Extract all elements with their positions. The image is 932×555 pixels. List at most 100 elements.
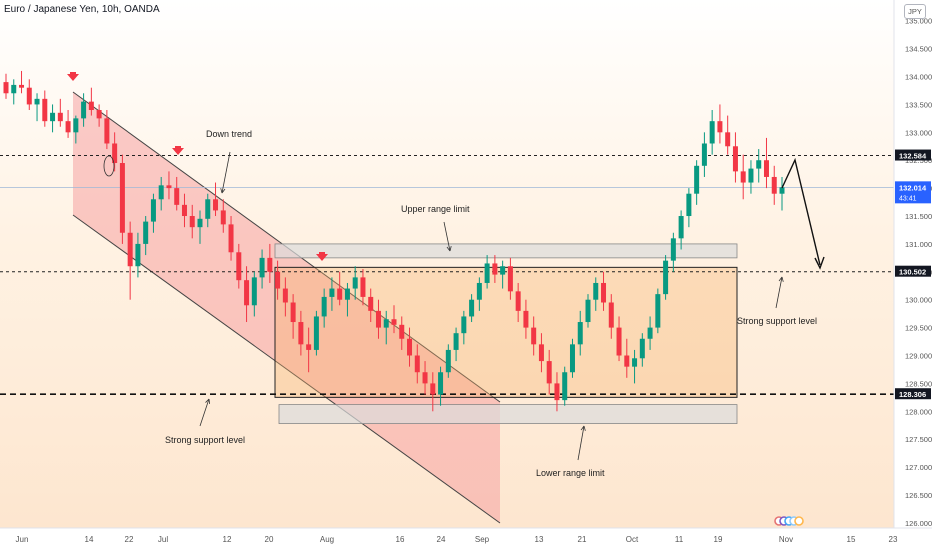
candle[interactable] bbox=[158, 176, 164, 211]
candle[interactable] bbox=[484, 255, 490, 289]
candle[interactable] bbox=[282, 277, 288, 317]
candle[interactable] bbox=[624, 338, 630, 378]
candle[interactable] bbox=[259, 249, 265, 289]
candle[interactable] bbox=[391, 305, 397, 334]
candle[interactable] bbox=[205, 193, 211, 228]
candle[interactable] bbox=[197, 210, 203, 244]
candle[interactable] bbox=[678, 210, 684, 250]
candle[interactable] bbox=[515, 282, 521, 323]
candle[interactable] bbox=[616, 316, 622, 362]
candle[interactable] bbox=[88, 87, 94, 116]
candle[interactable] bbox=[368, 288, 374, 323]
candle[interactable] bbox=[112, 132, 118, 172]
candle[interactable] bbox=[73, 115, 79, 144]
candle[interactable] bbox=[430, 372, 436, 412]
candle[interactable] bbox=[50, 104, 56, 133]
currency-badge[interactable]: JPY bbox=[904, 4, 926, 19]
candle[interactable] bbox=[632, 349, 638, 384]
candle[interactable] bbox=[779, 176, 785, 211]
candle[interactable] bbox=[96, 104, 102, 127]
candle[interactable] bbox=[748, 160, 754, 194]
candle[interactable] bbox=[601, 271, 607, 311]
candle[interactable] bbox=[445, 344, 451, 378]
candle[interactable] bbox=[399, 316, 405, 350]
candle[interactable] bbox=[655, 288, 661, 334]
candle[interactable] bbox=[740, 154, 746, 200]
candle[interactable] bbox=[3, 73, 9, 99]
candle[interactable] bbox=[166, 171, 172, 200]
candle[interactable] bbox=[321, 288, 327, 328]
candle[interactable] bbox=[492, 255, 498, 283]
candle[interactable] bbox=[127, 221, 133, 300]
candle[interactable] bbox=[453, 327, 459, 362]
candle[interactable] bbox=[771, 165, 777, 205]
candle[interactable] bbox=[476, 277, 482, 311]
candle[interactable] bbox=[763, 137, 769, 189]
candle[interactable] bbox=[251, 271, 257, 317]
candle[interactable] bbox=[531, 316, 537, 356]
candle[interactable] bbox=[756, 149, 762, 183]
candle[interactable] bbox=[360, 269, 366, 306]
event-marker-icon[interactable] bbox=[794, 516, 804, 526]
candle[interactable] bbox=[275, 260, 281, 300]
candle[interactable] bbox=[236, 243, 242, 289]
candle[interactable] bbox=[34, 93, 40, 122]
candle[interactable] bbox=[290, 294, 296, 339]
candle[interactable] bbox=[414, 344, 420, 384]
candle[interactable] bbox=[213, 182, 219, 217]
candle[interactable] bbox=[694, 160, 700, 205]
candle[interactable] bbox=[422, 361, 428, 395]
candle[interactable] bbox=[407, 327, 413, 367]
candle[interactable] bbox=[81, 93, 87, 127]
candle[interactable] bbox=[383, 310, 389, 345]
candle[interactable] bbox=[523, 299, 529, 339]
candle[interactable] bbox=[663, 255, 669, 300]
candle[interactable] bbox=[119, 154, 125, 244]
candle[interactable] bbox=[725, 115, 731, 155]
candle[interactable] bbox=[647, 316, 653, 350]
candle[interactable] bbox=[329, 277, 335, 311]
candle[interactable] bbox=[585, 294, 591, 328]
candle[interactable] bbox=[26, 79, 32, 111]
candle[interactable] bbox=[717, 104, 723, 144]
candle[interactable] bbox=[143, 216, 149, 256]
candle[interactable] bbox=[344, 282, 350, 317]
candle[interactable] bbox=[562, 366, 568, 406]
candle[interactable] bbox=[313, 310, 319, 356]
candle[interactable] bbox=[65, 110, 71, 138]
candle[interactable] bbox=[42, 90, 48, 127]
candle[interactable] bbox=[469, 294, 475, 323]
candle[interactable] bbox=[135, 232, 141, 278]
candle[interactable] bbox=[104, 110, 110, 150]
candle[interactable] bbox=[507, 257, 513, 300]
candle[interactable] bbox=[375, 299, 381, 339]
candle[interactable] bbox=[438, 366, 444, 406]
candle[interactable] bbox=[181, 193, 187, 228]
candle[interactable] bbox=[352, 266, 358, 300]
candle[interactable] bbox=[174, 176, 180, 211]
candle[interactable] bbox=[57, 98, 63, 127]
candle[interactable] bbox=[500, 260, 506, 289]
candle[interactable] bbox=[593, 277, 599, 311]
candle[interactable] bbox=[701, 132, 707, 177]
candle[interactable] bbox=[228, 216, 234, 261]
candle[interactable] bbox=[686, 188, 692, 228]
candle[interactable] bbox=[11, 79, 17, 105]
candle[interactable] bbox=[608, 294, 614, 339]
candle[interactable] bbox=[189, 204, 195, 239]
candle[interactable] bbox=[306, 327, 312, 373]
candle[interactable] bbox=[337, 271, 343, 306]
candle[interactable] bbox=[298, 310, 304, 356]
candle[interactable] bbox=[461, 310, 467, 345]
candle[interactable] bbox=[19, 70, 25, 94]
candle[interactable] bbox=[554, 372, 560, 412]
candle[interactable] bbox=[670, 232, 676, 272]
candle[interactable] bbox=[267, 243, 273, 283]
candle[interactable] bbox=[220, 199, 226, 233]
event-markers[interactable] bbox=[774, 516, 804, 526]
candle[interactable] bbox=[569, 338, 575, 378]
candle[interactable] bbox=[546, 349, 552, 395]
candle[interactable] bbox=[639, 333, 645, 367]
candle[interactable] bbox=[244, 266, 250, 323]
